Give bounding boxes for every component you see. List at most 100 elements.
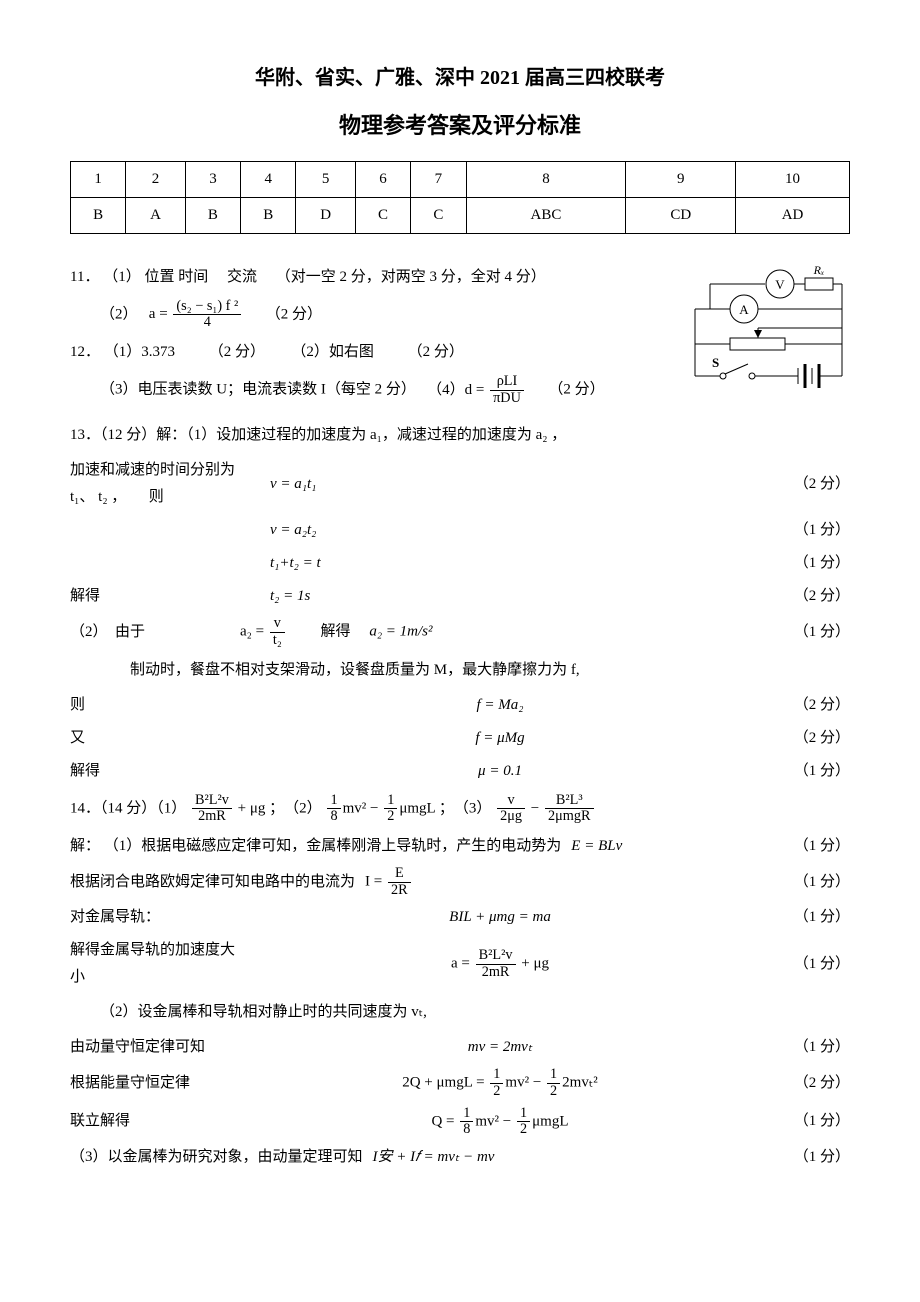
pts: （2 分） <box>760 692 850 719</box>
header-cell: 10 <box>736 161 850 197</box>
q13-header: 13．（12 分）解：（1）设加速过程的加速度为 a₁，减速过程的加速度为 a₂… <box>70 422 850 449</box>
q14-l2-row: 根据闭合电路欧姆定律可知电路中的电流为 I = E2R （1 分） <box>70 866 850 898</box>
formula-lhs: a = <box>149 306 172 322</box>
mid: mv² − <box>505 1075 545 1091</box>
q13-eq5-row: （2） 由于 a₂ = vt₂ 解得 a₂ = 1m/s² （1 分） <box>70 616 850 648</box>
table-row: B A B B D C C ABC CD AD <box>71 197 850 233</box>
q11-blank1: 位置 时间 <box>144 269 208 285</box>
answer-cell: C <box>411 197 466 233</box>
frac-num: B²L²v <box>192 793 232 810</box>
frac-num: 1 <box>384 793 397 810</box>
formula-lhs: 2Q + μmgL = <box>402 1075 488 1091</box>
frac-num: (s₂ − s₁) f ² <box>173 299 241 316</box>
tail: + μg <box>234 800 266 816</box>
formula-lhs: I = <box>365 874 386 890</box>
pts: （1 分） <box>760 517 850 544</box>
frac-den: 2mR <box>476 965 516 981</box>
rx-label: Rₓ <box>813 264 825 277</box>
pts: （1 分） <box>760 833 850 860</box>
header-cell: 5 <box>296 161 355 197</box>
pts: （1 分） <box>760 869 850 896</box>
q12-label: 12． <box>70 344 100 360</box>
answer-cell: B <box>241 197 296 233</box>
equation: v = a₂t₂ <box>270 522 316 538</box>
pts: （2 分） <box>760 583 850 610</box>
pts: （1 分） <box>760 951 850 978</box>
formula-lhs: Q = <box>431 1113 458 1129</box>
frac-den: 4 <box>173 315 241 331</box>
q14-prefix: 14．（14 分）（1） <box>70 800 186 816</box>
q14-l5-row: 由动量守恒定律可知 mv = 2mvₜ （1 分） <box>70 1034 850 1061</box>
frac-den: t₂ <box>270 633 285 649</box>
q11-blank2: 交流 <box>227 269 257 285</box>
frac-num: B²L²v <box>476 948 516 965</box>
mid: mv² − <box>475 1113 515 1129</box>
answer-cell: A <box>126 197 185 233</box>
frac-den: 2 <box>547 1084 560 1100</box>
q14-p3-row: （3）以金属棒为研究对象，由动量定理可知 I安 + I𝑓 = mvₜ − mv … <box>70 1144 850 1171</box>
tail: 2mvₜ² <box>562 1075 598 1091</box>
equation: t₁+t₂ = t <box>270 555 321 571</box>
formula-lhs: （4）d = <box>427 382 488 398</box>
frac-den: 8 <box>460 1122 473 1138</box>
formula-lhs: a = <box>451 956 474 972</box>
text: 根据能量守恒定律 <box>70 1070 240 1097</box>
header-cell: 4 <box>241 161 296 197</box>
frac-den: πDU <box>490 391 524 407</box>
title-line2: 物理参考答案及评分标准 <box>70 106 850 146</box>
equation: f = μMg <box>475 730 524 746</box>
answer-cell: C <box>355 197 410 233</box>
a-label: A <box>739 302 749 317</box>
pts: （1 分） <box>760 1144 850 1171</box>
q11-label: 11． <box>70 269 99 285</box>
frac-den: 2 <box>490 1084 503 1100</box>
equation: t₂ = 1s <box>270 588 310 604</box>
q14-l6-row: 根据能量守恒定律 2Q + μmgL = 12mv² − 122mvₜ² （2 … <box>70 1067 850 1099</box>
q13-brake-line: 制动时，餐盘不相对支架滑动，设餐盘质量为 M，最大静摩擦力为 f, <box>130 657 850 684</box>
frac-den: 8 <box>327 809 340 825</box>
q12-p3: （3）电压表读数 U；电流表读数 I（每空 2 分） <box>100 382 408 398</box>
q13-eq6-row: 则 f = Ma₂ （2 分） <box>70 692 850 719</box>
q12-p4: （4）d = ρLIπDU <box>427 382 530 398</box>
frac-num: B²L³ <box>545 793 593 810</box>
equation: a₂ = 1m/s² <box>369 624 432 640</box>
frac-num: v <box>497 793 525 810</box>
equation: I安 + I𝑓 = mvₜ − mv <box>373 1149 495 1165</box>
frac-num: ρLI <box>490 374 524 391</box>
text: （3）以金属棒为研究对象，由动量定理可知 <box>70 1144 363 1171</box>
q13-eq8-row: 解得 μ = 0.1 （1 分） <box>70 758 850 785</box>
title-line1: 华附、省实、广雅、深中 2021 届高三四校联考 <box>70 60 850 96</box>
pts: （2 分） <box>760 1070 850 1097</box>
answer-cell: ABC <box>466 197 626 233</box>
pts: （1 分） <box>760 904 850 931</box>
q11-p2-prefix: （2） <box>100 306 130 322</box>
q12-p2-pts: （2 分） <box>408 344 464 360</box>
frac-num: 1 <box>460 1106 473 1123</box>
text: 根据闭合电路欧姆定律可知电路中的电流为 <box>70 869 355 896</box>
frac-num: E <box>388 866 411 883</box>
solve-label: 解得 <box>70 758 240 785</box>
pts: （2 分） <box>760 471 850 498</box>
header-cell: 2 <box>126 161 185 197</box>
tail: μmgL <box>399 800 435 816</box>
header-cell: 1 <box>71 161 126 197</box>
q13-eq4-row: 解得 t₂ = 1s （2 分） <box>70 583 850 610</box>
circuit-diagram: V Rₓ A <box>670 264 850 404</box>
q12-p1: （1）3.373 <box>104 344 175 360</box>
q14-l1-row: 解： （1）根据电磁感应定律可知，金属棒刚滑上导轨时，产生的电动势为 E = B… <box>70 833 850 860</box>
equation: v = a₁t₁ <box>270 476 316 492</box>
answer-cell: AD <box>736 197 850 233</box>
formula-lhs: a₂ = <box>240 624 268 640</box>
frac-den: 2 <box>517 1122 530 1138</box>
q12-p2: （2）如右图 <box>291 344 374 360</box>
mid: − <box>527 800 543 816</box>
frac-den: 2mR <box>192 809 232 825</box>
frac-den: 2 <box>384 809 397 825</box>
q14-l7-row: 联立解得 Q = 18mv² − 12μmgL （1 分） <box>70 1106 850 1138</box>
q11-p1-prefix: （1） <box>103 269 141 285</box>
solve-label: 解得 <box>70 583 240 610</box>
text: 由动量守恒定律可知 <box>70 1034 240 1061</box>
answer-cell: CD <box>626 197 736 233</box>
pts: （1 分） <box>760 1034 850 1061</box>
v-label: V <box>775 277 785 292</box>
